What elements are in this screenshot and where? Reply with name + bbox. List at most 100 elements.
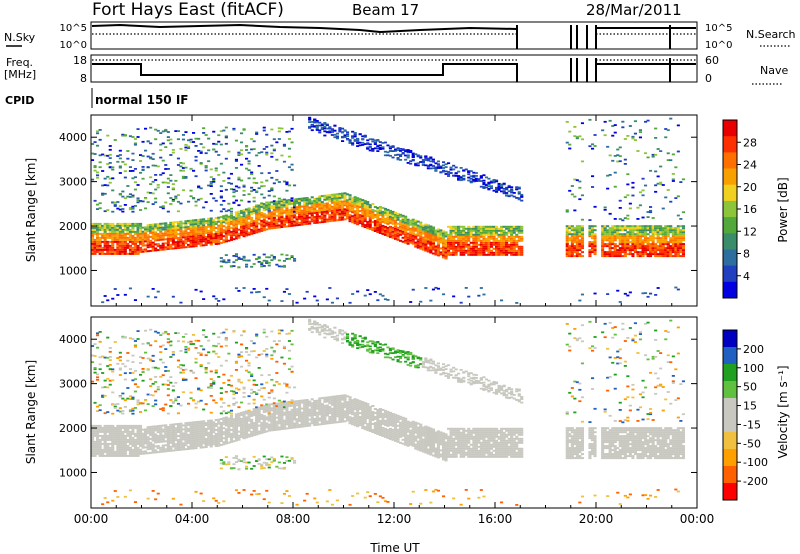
power-cell <box>399 150 403 152</box>
power-cell <box>267 205 271 208</box>
power-cell <box>603 225 607 228</box>
power-cell <box>411 238 415 241</box>
power-cell <box>320 211 324 214</box>
power-cell <box>144 232 148 235</box>
power-cell <box>444 231 448 234</box>
power-cell <box>325 131 329 133</box>
power-cell <box>623 225 627 228</box>
power-cell <box>204 134 208 136</box>
power-cell <box>151 223 155 226</box>
velocity-cell <box>141 440 145 443</box>
power-cell <box>346 215 350 218</box>
power-cell <box>580 227 584 230</box>
power-cell <box>459 167 463 169</box>
power-cell <box>118 232 122 235</box>
power-cell <box>507 235 511 238</box>
velocity-cell <box>176 366 180 368</box>
power-cell <box>154 138 158 141</box>
power-cell <box>232 202 236 204</box>
power-cell <box>618 227 622 230</box>
power-cell <box>179 220 183 223</box>
power-cell <box>436 230 440 233</box>
power-cell <box>308 125 312 128</box>
velocity-cell <box>181 371 185 374</box>
power-cell <box>436 238 440 241</box>
power-cell <box>396 157 400 159</box>
power-cell <box>348 214 352 217</box>
power-cell <box>495 180 499 183</box>
power-cell <box>128 170 132 172</box>
power-cell <box>192 231 196 234</box>
power-cell <box>641 235 645 238</box>
velocity-cell <box>126 446 130 449</box>
power-cell <box>219 236 223 238</box>
power-cell <box>515 245 519 248</box>
power-cell <box>666 159 670 161</box>
power-cell <box>679 235 683 238</box>
power-cell <box>361 225 365 228</box>
power-cell <box>116 242 120 245</box>
power-cell <box>356 215 360 218</box>
power-cell <box>103 222 107 225</box>
power-cell <box>202 146 206 149</box>
power-cell <box>96 130 100 133</box>
power-cell <box>447 235 451 238</box>
power-cell <box>277 212 281 215</box>
power-cell <box>381 216 385 219</box>
power-cell <box>280 224 284 226</box>
velocity-cell <box>139 452 143 455</box>
velocity-cell <box>171 441 175 444</box>
power-cell <box>459 225 463 228</box>
power-cell <box>106 222 110 225</box>
power-cell <box>212 180 216 183</box>
power-cell <box>628 207 632 210</box>
power-cell <box>234 259 238 261</box>
velocity-cell <box>194 439 198 442</box>
power-cell <box>654 237 658 240</box>
power-cell <box>93 226 97 229</box>
power-cell <box>219 232 223 234</box>
power-cell <box>507 190 511 193</box>
power-cell <box>146 224 150 227</box>
power-cell <box>156 249 160 252</box>
velocity-cell <box>91 444 95 447</box>
velocity-cell <box>154 340 158 343</box>
power-cell <box>328 131 332 134</box>
velocity-cell <box>118 438 122 441</box>
power-cell <box>325 220 329 223</box>
power-cell <box>181 162 185 165</box>
power-cell <box>272 219 276 221</box>
power-cell <box>378 220 382 222</box>
velocity-cell <box>123 442 127 445</box>
power-cell <box>260 263 264 266</box>
velocity-cell <box>131 438 135 441</box>
power-cell <box>320 215 324 218</box>
power-cell <box>646 156 650 159</box>
power-cell <box>671 227 675 230</box>
power-cell <box>194 288 198 291</box>
power-cell <box>616 249 620 252</box>
power-cell <box>664 235 668 238</box>
power-cell <box>298 197 302 200</box>
velocity-cell <box>181 438 185 441</box>
power-cell <box>613 247 617 250</box>
power-cell <box>353 206 357 209</box>
power-cell <box>174 247 178 250</box>
power-cell <box>202 222 206 225</box>
power-cell <box>161 159 165 162</box>
velocity-cell <box>169 429 173 432</box>
velocity-cell <box>151 366 155 369</box>
power-cell <box>578 241 582 244</box>
velocity-cell <box>187 427 191 430</box>
power-cell <box>661 249 665 252</box>
power-cell <box>255 221 259 224</box>
power-cell <box>277 218 281 221</box>
velocity-cell <box>146 436 150 439</box>
velocity-cell <box>101 450 105 453</box>
power-cell <box>444 166 448 168</box>
velocity-cell <box>101 372 105 374</box>
power-cell <box>575 245 579 248</box>
power-cell <box>434 245 438 248</box>
power-cell <box>487 237 491 240</box>
velocity-cell <box>108 426 112 429</box>
